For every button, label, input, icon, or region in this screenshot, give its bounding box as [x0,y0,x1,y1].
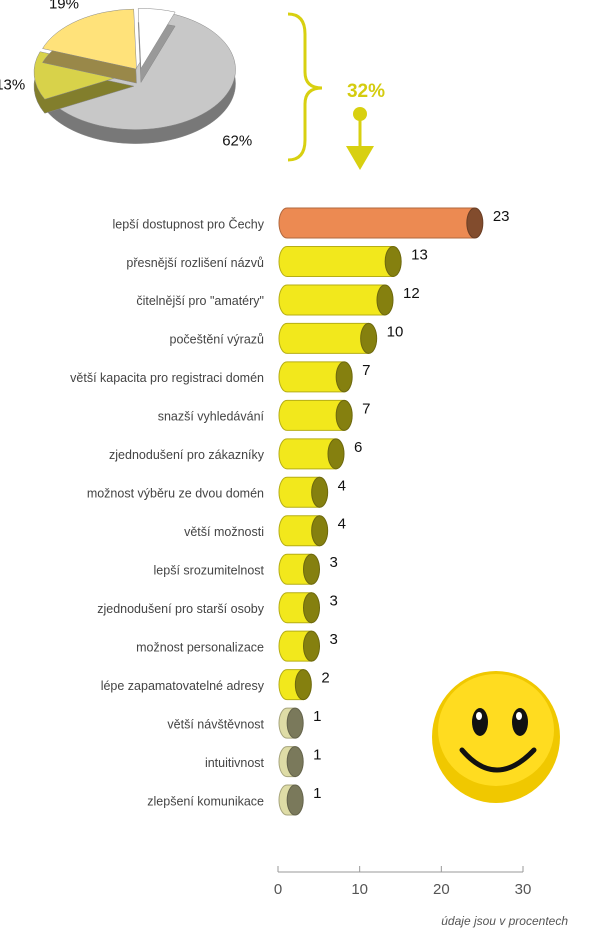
value-label: 4 [338,477,346,494]
value-label: 7 [362,400,370,417]
value-label: 6 [354,439,362,456]
category-label: možnost výběru ze dvou domén [87,487,264,501]
annotation: 32% [347,81,385,102]
category-label: zjednodušení pro starší osoby [97,602,265,616]
category-label: větší návštěvnost [167,717,264,731]
bar-cap [286,707,304,739]
bar-cap [303,592,320,624]
value-label: 12 [403,285,420,302]
category-label: čitelnější pro "amatéry" [136,294,264,308]
value-label: 3 [330,593,338,610]
value-label: 2 [321,670,329,687]
bar-cap [311,476,329,508]
value-label: 23 [493,208,510,225]
value-label: 3 [330,554,338,571]
bar [278,476,321,508]
bar [278,438,337,470]
value-label: 13 [411,246,428,263]
category-label: intuitivnost [205,756,265,770]
bar [278,592,312,624]
bar-cap [466,207,484,239]
value-label: 1 [313,785,321,802]
pie-label: 13% [0,76,25,93]
bar [278,553,312,585]
pie-label: 62% [222,133,252,150]
bar [278,361,345,393]
pie-slice [42,8,137,70]
bar-cap [286,746,304,778]
value-label: 1 [313,747,321,764]
category-label: snazší vyhledávání [158,410,265,424]
x-tick-label: 0 [274,881,282,898]
value-label: 10 [387,323,404,340]
bar [278,207,476,239]
pie-label: 19% [49,0,79,13]
bar [278,322,370,354]
arrow-head [346,146,374,170]
value-label: 1 [313,708,321,725]
bar-cap [303,630,320,662]
note: údaje jsou v procentech [441,914,568,928]
category-label: větší kapacita pro registraci domén [70,371,264,385]
arrow-dot [353,107,367,121]
bar-cap [286,784,304,816]
pie-slice [137,8,176,70]
bar-cap [311,515,329,547]
category-label: lepší dostupnost pro Čechy [113,216,265,231]
bar-cap [376,284,394,316]
bar [278,399,345,431]
bar-cap [335,361,353,393]
bar-cap [384,245,402,277]
bar-cap [335,399,353,431]
category-label: lépe zapamatovatelné adresy [101,679,265,693]
bar [278,245,394,277]
bar-cap [294,669,312,701]
smiley [432,671,560,803]
x-tick-label: 10 [351,881,368,898]
bar-cap [303,553,320,585]
bar-cap [360,322,378,354]
category-label: zlepšení komunikace [147,794,264,808]
category-label: počeštění výrazů [170,333,265,347]
category-label: lepší srozumitelnost [154,564,265,578]
value-label: 4 [338,516,346,533]
bar [278,630,312,662]
category-label: zjednodušení pro zákazníky [109,448,265,462]
bar-cap [327,438,345,470]
x-tick-label: 20 [433,881,450,898]
category-label: přesnější rozlišení názvů [126,256,264,270]
value-label: 7 [362,362,370,379]
value-label: 3 [330,631,338,648]
x-tick-label: 30 [515,881,532,898]
bar [278,284,386,316]
category-label: možnost personalizace [136,640,264,654]
bar [278,515,321,547]
category-label: větší možnosti [184,525,264,539]
